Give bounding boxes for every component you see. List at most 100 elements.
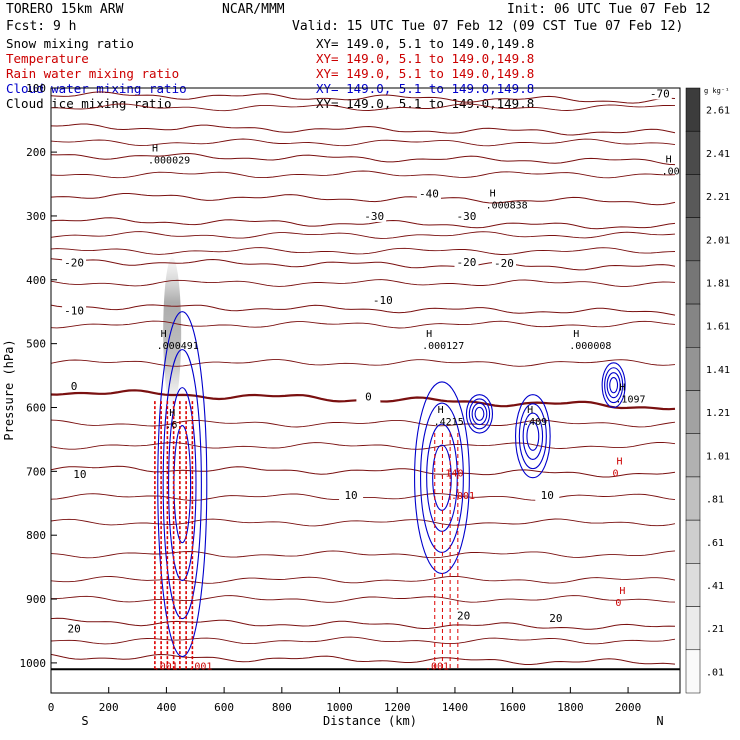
y-tick-label: 900 [26,593,46,606]
isotherm--60 [51,123,676,136]
model-title: TORERO 15km ARW [6,2,124,17]
contour-label: -10 [64,304,84,317]
contour-label: -70 [650,87,670,100]
cloud-water-contour [168,387,197,582]
y-tick-label: 700 [26,465,46,478]
y-tick-label: 400 [26,274,46,287]
isotherm-minor [51,247,676,255]
colorbar-label: 1.21 [706,408,730,419]
x-axis-label: Distance (km) [323,714,417,728]
isotherm-minor [51,518,676,527]
isotherm-minor [51,575,676,584]
maximum-value: .000029 [148,156,190,167]
legend-snow-xy: XY= 149.0, 5.1 to 149.0,149.8 [316,36,534,51]
x-tick-label: 2000 [615,701,642,714]
contour-label: -10 [373,294,393,307]
maximum-value: .001 [154,661,178,672]
maximum-marker: H [438,405,444,416]
colorbar-label: 2.21 [706,192,730,203]
cloud-water-contour [157,311,208,658]
cloud-water-contour [173,424,192,544]
legend-snow: Snow mixing ratio [6,36,134,51]
x-tick-label: 1600 [499,701,526,714]
cloud-water-contour [162,349,202,620]
contour-label-bg [62,256,87,269]
contour-label: -20 [494,257,514,270]
colorbar-label: 1.41 [706,365,730,376]
legend-rain-xy: XY= 149.0, 5.1 to 149.0,149.8 [316,66,534,81]
maximum-value: .409 [523,417,547,428]
maximum-marker: H [619,382,625,393]
legend: Snow mixing ratio XY= 149.0, 5.1 to 149.… [6,36,534,111]
colorbar: 2.61 2.41 2.21 2.01 1.81 1.61 1.41 1.21 1.01 .81.… [685,87,730,694]
colorbar-swatch [685,519,701,564]
legend-cloud-ice-xy: XY= 149.0, 5.1 to 149.0,149.8 [316,96,534,111]
x-tick-label: 1200 [384,701,411,714]
isotherm-minor [51,419,676,428]
isotherm--10 [51,304,676,316]
x-tick-label: 800 [272,701,292,714]
isotherm-minor [51,170,676,179]
contour-label: 0 [365,391,372,404]
cloud-water-contour [609,377,619,394]
y-axis-label: Pressure (hPa) [2,339,16,440]
colorbar-swatch [685,476,701,521]
colorbar-swatch [685,303,701,348]
isotherm-20 [51,617,676,630]
contour-label-bg [362,209,387,222]
maximum-value: .4215 [434,417,464,428]
maximum-marker: H [617,457,623,468]
colorbar-swatch [685,87,701,132]
maximum-value: .0092 [662,167,692,178]
x-tick-label: 1800 [557,701,584,714]
isotherm--30 [51,217,676,230]
maximum-value: .000491 [157,341,199,352]
contour-label-bg [62,622,87,635]
cloud-water-contour [601,362,626,409]
isotherm-minor [51,231,676,239]
contour-label-bg [491,257,516,270]
contour-label-bg [454,209,479,222]
contour-label-bg [535,488,560,501]
maximum-value: .1097 [615,394,645,405]
colorbar-label: .81 [706,495,724,506]
x-tick-label: 200 [99,701,119,714]
isotherm-minor [51,441,676,450]
legend-temperature-xy: XY= 149.0, 5.1 to 149.0,149.8 [316,51,534,66]
colorbar-label: 2.41 [706,149,730,160]
legend-rain: Rain water mixing ratio [6,66,179,81]
contour-label-bg [62,379,87,392]
x-end-left: S [81,714,88,728]
isotherm-minor [51,320,676,329]
colorbar-swatch [685,130,701,175]
maximum-marker: H [490,188,496,199]
contour-label-bg [339,488,364,501]
colorbar-label: 1.01 [706,451,730,462]
colorbar-label: 2.61 [706,106,730,117]
x-tick-label: 1000 [326,701,353,714]
maximum-marker: H [573,329,579,340]
colorbar-label: 1.81 [706,278,730,289]
colorbar-swatch [685,433,701,478]
maximum-value: 0 [615,598,621,609]
colorbar-swatch [685,260,701,305]
contour-label-bg [370,294,395,307]
colorbar-swatch [685,217,701,262]
colorbar-label: .21 [706,624,724,635]
contour-label-bg [356,390,381,403]
isotherm--20 [51,258,676,271]
forecast-hour: Fcst: 9 h [6,19,76,34]
cloud-water-contour [474,406,485,421]
maximum-value: .6 [165,420,177,431]
plot-frame [50,87,681,694]
maximum-value: .000008 [569,341,611,352]
x-end-right: N [656,714,663,728]
isotherm-minor [51,279,676,287]
x-tick-label: 400 [156,701,176,714]
cloud-water-contour [604,367,624,404]
contour-label-bg [454,255,479,268]
cloud-water-contour [606,372,621,399]
isotherm--70 [51,91,676,104]
maximum-value: .140 [439,469,463,480]
